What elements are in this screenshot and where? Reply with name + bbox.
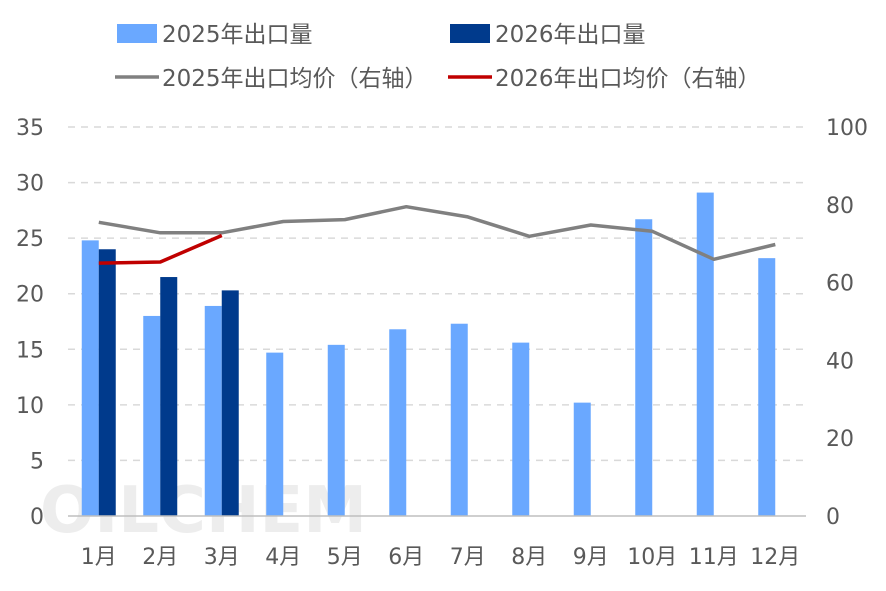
legend-2025-volume-swatch [117,24,157,43]
bar-2025-volume [635,219,653,516]
x-tick-label: 3月 [204,545,240,570]
bar-2026-volume [160,277,178,516]
x-tick-label: 8月 [511,545,547,570]
left-tick-label: 30 [16,172,44,197]
x-tick-label: 11月 [689,545,739,570]
line-2025-price [98,204,776,262]
bar-2026-volume [221,290,239,516]
left-tick-label: 25 [16,227,44,252]
x-tick-label: 7月 [450,545,486,570]
bars [81,192,776,516]
x-tick-label: 2月 [142,545,178,570]
legend-2026-volume-label: 2026年出口量 [495,22,646,48]
x-tick-label: 9月 [573,545,609,570]
left-tick-label: 0 [30,505,44,530]
x-tick-label: 12月 [750,545,800,570]
line-2026-price [98,233,223,265]
bar-2025-volume [389,329,407,516]
left-tick-label: 20 [16,283,44,308]
left-tick-label: 35 [16,116,44,141]
legend-2026-volume-swatch [450,24,490,43]
right-axis: 0 20 40 60 80 100 [826,116,868,530]
bar-2025-volume [573,402,591,516]
bar-2025-volume [327,344,345,516]
left-axis: 0 5 10 15 20 25 30 35 [16,116,44,530]
bar-2025-volume [266,352,284,516]
gridlines [68,126,806,462]
legend: 2025年出口量 2026年出口量 2025年出口均价（右轴） 2026年出口均价（右… [115,22,761,92]
bar-2025-volume [758,258,776,516]
x-tick-label: 10月 [627,545,677,570]
x-tick-label: 5月 [327,545,363,570]
bar-2026-volume [98,249,116,516]
right-tick-label: 100 [826,116,868,141]
right-tick-label: 40 [826,349,854,374]
left-tick-label: 15 [16,338,44,363]
right-tick-label: 20 [826,427,854,452]
x-tick-label: 6月 [388,545,424,570]
bar-2025-volume [512,342,530,516]
legend-2025-volume-label: 2025年出口量 [162,22,313,48]
x-tick-label: 1月 [81,545,117,570]
bar-2025-volume [143,315,161,516]
bar-2025-volume [204,305,222,516]
left-tick-label: 10 [16,394,44,419]
right-tick-label: 60 [826,272,854,297]
bar-2025-volume [696,192,714,516]
bar-2025-volume [81,240,99,516]
legend-2026-price-label: 2026年出口均价（右轴） [495,66,761,92]
right-tick-label: 0 [826,505,840,530]
left-tick-label: 5 [30,449,44,474]
right-tick-label: 80 [826,194,854,219]
legend-2025-price-label: 2025年出口均价（右轴） [162,66,428,92]
bar-2025-volume [450,323,468,516]
lines [98,204,776,265]
x-axis: 1月 2月 3月 4月 5月 6月 7月 8月 9月 10月 11月 12月 [81,545,801,570]
x-tick-label: 4月 [265,545,301,570]
